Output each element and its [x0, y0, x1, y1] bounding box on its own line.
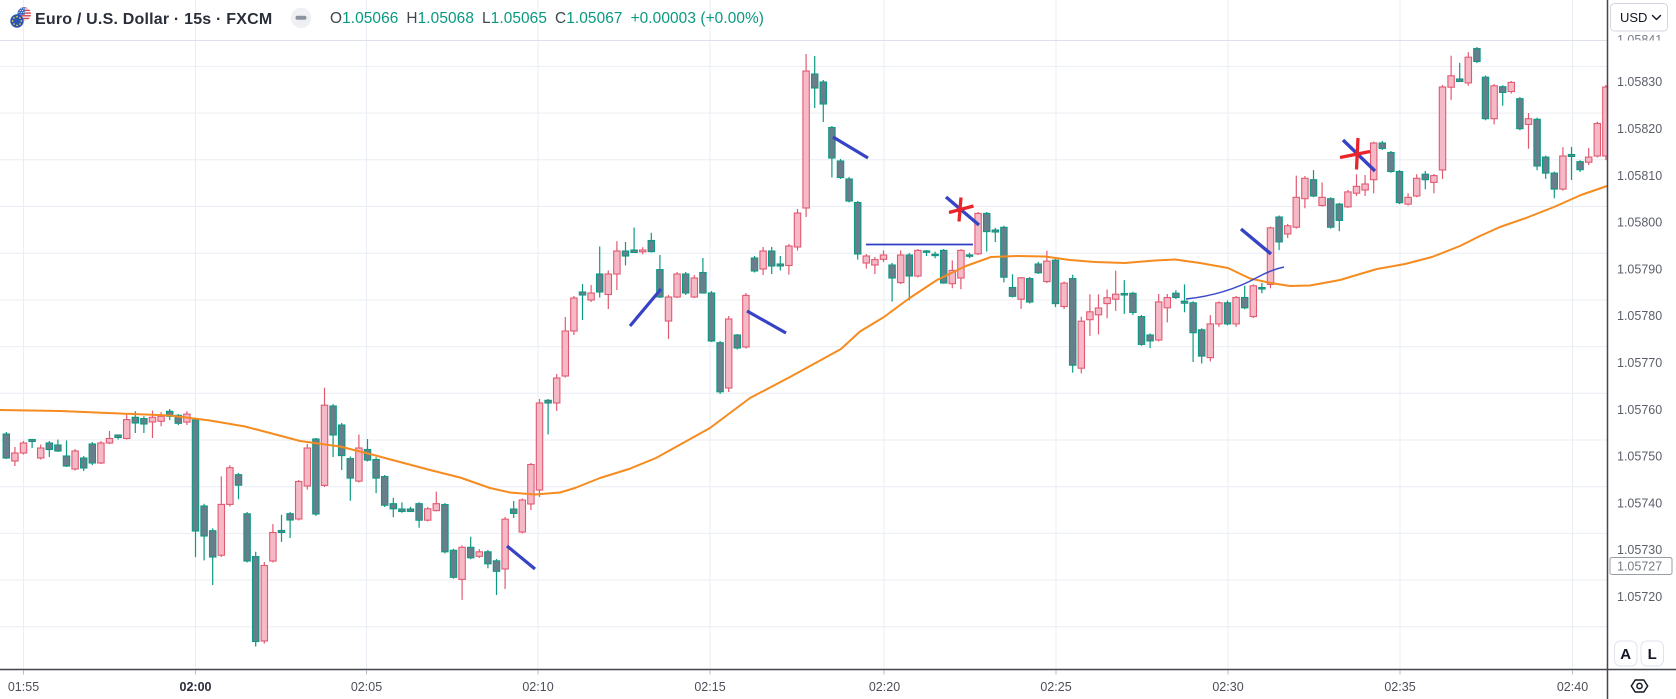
svg-text:02:20: 02:20	[869, 680, 900, 694]
svg-text:1.05760: 1.05760	[1617, 403, 1662, 417]
svg-text:1.05841: 1.05841	[1617, 33, 1662, 47]
svg-text:1.05730: 1.05730	[1617, 543, 1662, 557]
svg-text:02:25: 02:25	[1040, 680, 1071, 694]
svg-text:1.05780: 1.05780	[1617, 309, 1662, 323]
svg-text:1.05830: 1.05830	[1617, 75, 1662, 89]
svg-text:02:00: 02:00	[180, 680, 212, 694]
svg-text:1.05740: 1.05740	[1617, 496, 1662, 510]
svg-text:1.05800: 1.05800	[1617, 216, 1662, 230]
svg-text:02:30: 02:30	[1212, 680, 1243, 694]
svg-text:A: A	[1620, 646, 1631, 663]
svg-text:02:35: 02:35	[1384, 680, 1415, 694]
svg-text:1.05810: 1.05810	[1617, 169, 1662, 183]
svg-text:L: L	[1648, 646, 1657, 663]
svg-text:1.05727: 1.05727	[1617, 560, 1662, 574]
svg-text:1.05790: 1.05790	[1617, 262, 1662, 276]
svg-text:Euro / U.S. Dollar · 15s · FXC: Euro / U.S. Dollar · 15s · FXCM	[35, 11, 272, 28]
svg-text:02:40: 02:40	[1557, 680, 1588, 694]
svg-text:02:15: 02:15	[694, 680, 725, 694]
svg-text:01:55: 01:55	[8, 680, 39, 694]
svg-text:1.05820: 1.05820	[1617, 122, 1662, 136]
svg-text:1.05770: 1.05770	[1617, 356, 1662, 370]
svg-text:1.05720: 1.05720	[1617, 590, 1662, 604]
svg-text:USD: USD	[1620, 10, 1647, 25]
svg-text:02:05: 02:05	[351, 680, 382, 694]
svg-text:1.05750: 1.05750	[1617, 450, 1662, 464]
svg-text:02:10: 02:10	[522, 680, 553, 694]
